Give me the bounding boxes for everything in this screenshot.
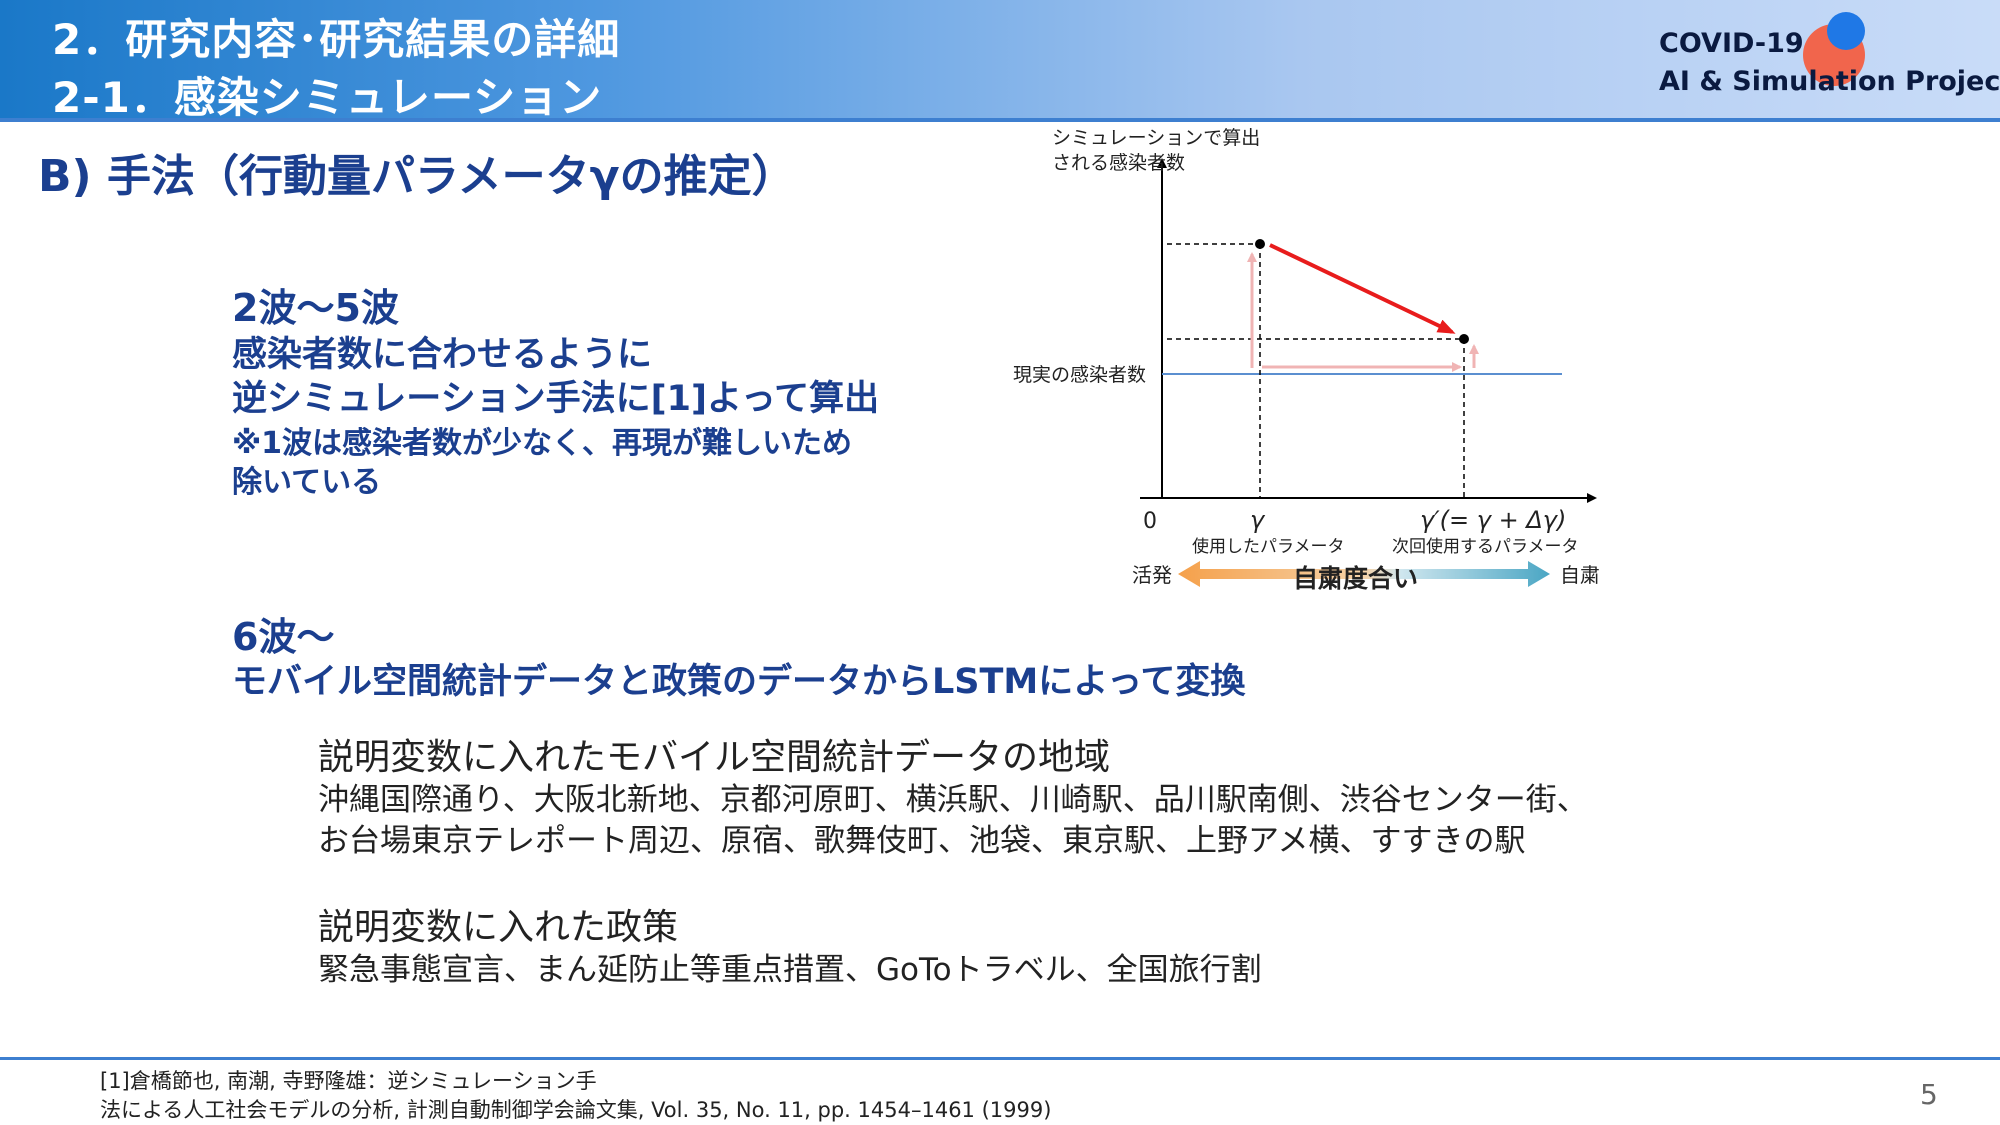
method-title: B) 手法（行動量パラメータγの推定） (38, 151, 796, 202)
gamma-prime-desc: 次回使用するパラメータ (1392, 536, 1579, 557)
policies-heading: 説明変数に入れた政策 (318, 907, 679, 948)
subsection-title: 2-1．感染シミュレーション (52, 73, 603, 122)
reference-line2: 法による人工社会モデルの分析, 計測自動制御学会論文集, Vol. 35, No… (100, 1098, 1052, 1122)
wave2-5-heading: 2波～5波 (232, 286, 399, 330)
wave2-5-line1: 感染者数に合わせるように (232, 335, 653, 375)
gamma-desc: 使用したパラメータ (1192, 536, 1345, 557)
reference-line1: [1]倉橋節也, 南潮, 寺野隆雄：逆シミュレーション手 (100, 1069, 597, 1093)
wave2-5-note2: 除いている (232, 465, 382, 500)
header-divider (0, 118, 2000, 122)
red-update-arrow (1269, 243, 1456, 334)
logo-text-line1: COVID-19 (1659, 28, 1804, 59)
logo-blue-circle-icon (1827, 12, 1865, 50)
page-number: 5 (1920, 1078, 1938, 1111)
origin-label: 0 (1143, 509, 1157, 534)
section-title: 2．研究内容･研究結果の詳細 (52, 15, 621, 64)
right-label-restraint: 自粛 (1560, 563, 1600, 587)
y-axis-label-line1: シミュレーションで算出 (1052, 127, 1260, 149)
actual-infections-label: 現実の感染者数 (1013, 364, 1146, 386)
y-axis-label-line2: される感染者数 (1052, 152, 1185, 174)
mobile-regions-heading: 説明変数に入れたモバイル空間統計データの地域 (318, 737, 1111, 778)
mobile-regions-line1: 沖縄国際通り、大阪北新地、京都河原町、横浜駅、川崎駅、品川駅南側、渋谷センター街… (318, 782, 1588, 818)
gamma-prime-label: γ′(= γ + Δγ) (1420, 506, 1566, 534)
wave6-heading: 6波～ (232, 615, 335, 659)
footer-divider (0, 1057, 2000, 1060)
gamma-label: γ (1250, 506, 1266, 534)
header-bar (0, 0, 2000, 118)
gamma-point (1255, 239, 1265, 249)
wave6-line1: モバイル空間統計データと政策のデータからLSTMによって変換 (232, 662, 1246, 702)
wave2-5-note1: ※1波は感染者数が少なく、再現が難しいため (232, 426, 853, 461)
gamma-prime-point (1459, 334, 1469, 344)
center-label-restraint: 自粛度合い (1293, 564, 1418, 593)
policies-line1: 緊急事態宣言、まん延防止等重点措置、GoToトラベル、全国旅行割 (318, 952, 1262, 988)
left-label-active: 活発 (1132, 563, 1172, 587)
mobile-regions-line2: お台場東京テレポート周辺、原宿、歌舞伎町、池袋、東京駅、上野アメ横、すすきの駅 (318, 823, 1526, 859)
logo-text-line2: AI & Simulation Project (1659, 66, 2000, 97)
project-logo: COVID-19 AI & Simulation Project (1655, 12, 2000, 104)
restraint-degree-arrow (1178, 561, 1550, 587)
wave2-5-line2: 逆シミュレーション手法に[1]よって算出 (232, 379, 880, 419)
